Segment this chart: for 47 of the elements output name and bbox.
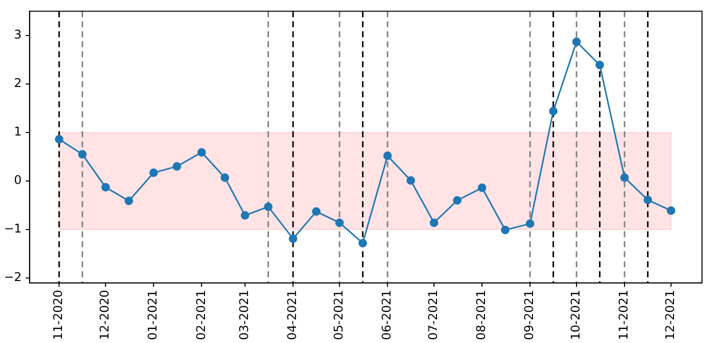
point	[197, 148, 206, 157]
x-tick-label: 07-2021	[426, 290, 440, 340]
point	[666, 206, 676, 215]
point	[572, 38, 581, 46]
x-tick-label: 06-2021	[380, 290, 394, 340]
point	[644, 196, 652, 204]
point	[101, 183, 110, 192]
y-tick-label: 2	[14, 76, 22, 90]
point	[452, 196, 462, 205]
point	[124, 196, 134, 206]
y-tick-label: 0	[14, 173, 22, 188]
point	[620, 173, 629, 182]
point	[501, 226, 510, 234]
x-tick-label: 11-2020	[51, 290, 66, 340]
x-tick-label: 10-2021	[568, 290, 583, 340]
x-tick-label: 11-2021	[616, 290, 631, 340]
x-tick-label: 02-2021	[194, 290, 208, 340]
x-tick-label: 01-2021	[146, 290, 160, 340]
point	[526, 219, 534, 228]
point	[549, 106, 558, 116]
x-tick-label: 03-2021	[237, 290, 252, 340]
point	[383, 152, 392, 160]
point	[172, 162, 182, 171]
point	[430, 218, 438, 227]
point	[358, 238, 367, 248]
y-tick-label: 3	[14, 28, 22, 42]
x-tick-label: 12-2021	[663, 290, 678, 340]
x-tick-label: 09-2021	[522, 290, 536, 340]
point	[78, 150, 87, 159]
point	[288, 234, 298, 243]
point	[264, 202, 272, 211]
x-tick-label: 04-2021	[285, 290, 300, 340]
x-tick-label: 08-2021	[474, 290, 488, 340]
point	[406, 176, 416, 185]
x-tick-label: 05-2021	[332, 290, 346, 340]
y-tick-label: −1	[4, 222, 22, 236]
point	[335, 218, 344, 227]
point	[596, 60, 604, 70]
point	[220, 173, 230, 182]
x-tick-label: 12-2020	[98, 290, 112, 340]
point	[240, 211, 250, 220]
point	[312, 207, 321, 216]
point	[478, 184, 486, 192]
y-tick-label: −2	[4, 270, 22, 284]
y-tick-label: 1	[14, 124, 22, 139]
point	[149, 168, 158, 177]
point	[54, 135, 64, 144]
